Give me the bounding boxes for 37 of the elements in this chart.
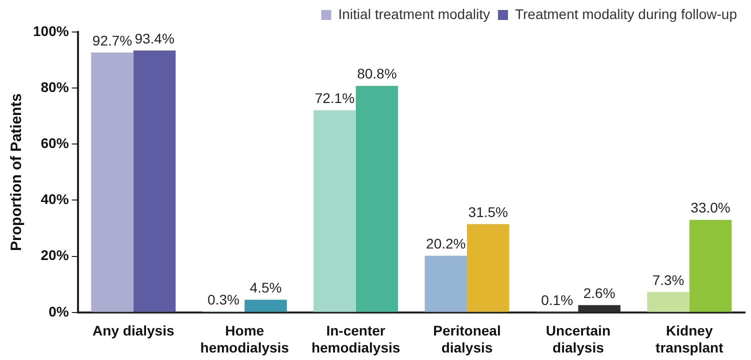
x-tick-label: Home hemodialysis xyxy=(200,322,290,356)
bar xyxy=(314,110,356,312)
legend-label: Initial treatment modality xyxy=(338,6,490,22)
bar xyxy=(467,224,510,312)
data-label: 0.3% xyxy=(208,291,240,308)
legend-label: Treatment modality during follow-up xyxy=(514,6,738,22)
bar xyxy=(424,256,468,312)
y-tick-label: 100% xyxy=(32,22,70,39)
bar xyxy=(91,52,134,312)
y-tick-label: 0% xyxy=(48,303,70,320)
bar xyxy=(133,50,176,312)
y-tick-label: 80% xyxy=(40,78,70,95)
y-tick-label: 20% xyxy=(40,247,70,264)
bar xyxy=(244,300,287,312)
data-label: 92.7% xyxy=(92,32,132,48)
x-tick-label: Kidney transplant xyxy=(656,322,724,356)
data-label: 93.4% xyxy=(134,30,174,46)
data-label: 33.0% xyxy=(690,200,730,216)
y-tick-label: 40% xyxy=(40,191,70,208)
bar xyxy=(356,86,398,312)
x-tick-label: Any dialysis xyxy=(92,322,174,339)
data-label: 20.2% xyxy=(426,236,466,252)
data-label: 2.6% xyxy=(583,284,616,301)
bar xyxy=(578,305,620,312)
y-tick-label: 60% xyxy=(40,135,70,152)
data-label: 31.5% xyxy=(468,204,508,220)
x-tick-label: In-center hemodialysis xyxy=(311,322,400,356)
data-label: 4.5% xyxy=(250,280,282,296)
data-label: 80.8% xyxy=(357,66,397,82)
x-tick-label: Uncertain dialysis xyxy=(546,322,610,356)
y-axis-title: Proportion of Patients xyxy=(8,93,26,251)
data-label: 7.3% xyxy=(652,272,684,288)
bar xyxy=(689,220,732,312)
x-tick-label: Peritoneal dialysis xyxy=(433,322,501,356)
data-label: 0.1% xyxy=(541,292,574,308)
data-label: 72.1% xyxy=(314,90,355,106)
bar xyxy=(647,292,690,312)
